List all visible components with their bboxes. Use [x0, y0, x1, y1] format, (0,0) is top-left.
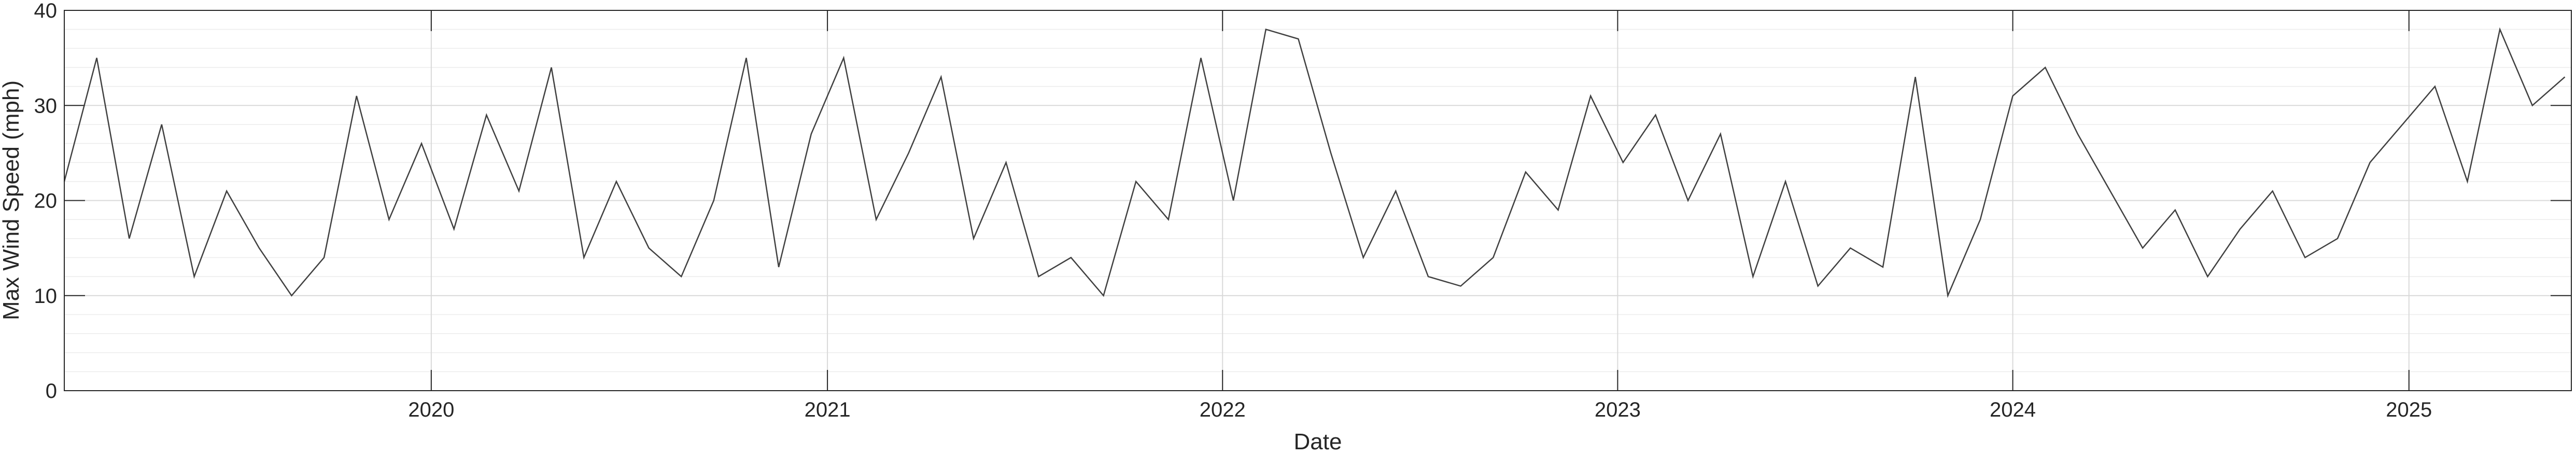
- x-tick-label: 2023: [1595, 398, 1641, 421]
- x-tick-label: 2020: [408, 398, 454, 421]
- series-line-max-wind-speed: [63, 27, 2566, 298]
- y-tick-label: 10: [34, 285, 58, 308]
- x-tick-label: 2025: [2386, 398, 2432, 421]
- x-axis-label: Date: [1294, 429, 1342, 454]
- y-axis-ticks: 0 10 20 30 40: [34, 0, 2571, 403]
- y-axis-label: Max Wind Speed (mph): [0, 80, 24, 320]
- grid: [64, 10, 2571, 391]
- x-tick-label: 2024: [1990, 398, 2036, 421]
- y-tick-label: 0: [46, 380, 57, 403]
- y-tick-label: 30: [34, 94, 58, 117]
- x-tick-label: 2022: [1200, 398, 1246, 421]
- x-tick-label: 2021: [805, 398, 851, 421]
- y-tick-label: 40: [34, 0, 58, 22]
- y-tick-label: 20: [34, 190, 58, 213]
- plot-frame: [64, 10, 2572, 391]
- x-axis-ticks: 2020 2021 2022 2023 2024 2025: [408, 10, 2432, 421]
